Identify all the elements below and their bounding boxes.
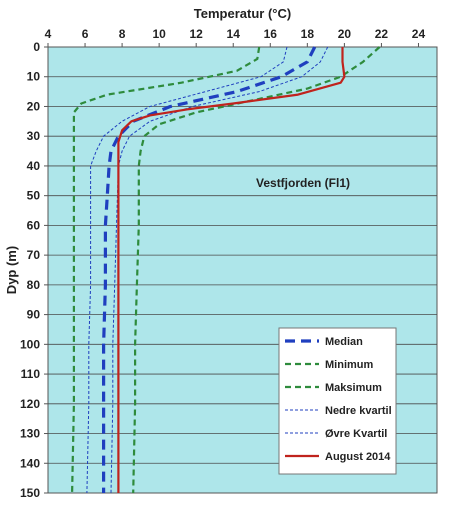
gridlines [48, 76, 437, 464]
y-tick-label: 20 [27, 99, 41, 113]
y-tick-label: 100 [20, 337, 40, 351]
legend-label: Minimum [325, 359, 373, 371]
y-tick-label: 80 [27, 278, 41, 292]
series-lines [71, 46, 381, 494]
x-tick-label: 24 [412, 27, 426, 41]
series-line-nedre-kvartil [86, 46, 288, 494]
y-tick-label: 60 [27, 218, 41, 232]
y-tick-label: 140 [20, 456, 40, 470]
x-tick-label: 10 [152, 27, 166, 41]
y-tick-label: 120 [20, 397, 40, 411]
y-tick-label: 90 [27, 308, 41, 322]
y-tick-label: 0 [33, 40, 40, 54]
y-tick-labels: 0 10 20 30 40 50 60 70 80 90 100 110 120 130 140 150 [20, 40, 48, 500]
x-tick-label: 20 [338, 27, 352, 41]
x-tick-label: 6 [82, 27, 89, 41]
y-tick-label: 110 [21, 367, 41, 381]
legend-label: Maksimum [325, 382, 382, 394]
y-tick-label: 40 [27, 159, 41, 173]
x-tick-label: 18 [301, 27, 315, 41]
series-line-minimum [71, 46, 261, 494]
station-annotation: Vestfjorden (Fl1) [256, 176, 350, 190]
x-tick-label: 12 [190, 27, 204, 41]
y-tick-label: 10 [27, 70, 41, 84]
x-tick-label: 22 [375, 27, 389, 41]
legend-label: Øvre Kvartil [325, 428, 387, 440]
legend-label: Nedre kvartil [325, 405, 392, 417]
x-axis-title: Temperatur (°C) [194, 6, 291, 21]
legend-label: August 2014 [325, 451, 391, 463]
series-line--vre-kvartil [110, 46, 329, 494]
x-tick-label: 8 [119, 27, 126, 41]
series-line-maksimum [132, 46, 381, 494]
y-tick-label: 30 [27, 129, 41, 143]
x-tick-label: 14 [227, 27, 241, 41]
series-line-august-2014 [117, 47, 346, 493]
y-tick-label: 70 [27, 248, 41, 262]
x-tick-label: 16 [264, 27, 278, 41]
y-tick-label: 150 [20, 486, 40, 500]
legend-label: Median [325, 336, 363, 348]
legend: Median Minimum Maksimum Nedre kvartil Øvre K… [278, 327, 397, 475]
y-tick-label: 50 [27, 189, 41, 203]
x-tick-labels: 4 6 8 10 12 14 16 18 20 22 24 [45, 27, 426, 47]
x-tick-label: 4 [45, 27, 52, 41]
legend-box [278, 327, 397, 475]
y-axis-title: Dyp (m) [4, 246, 19, 294]
y-tick-label: 130 [20, 427, 40, 441]
